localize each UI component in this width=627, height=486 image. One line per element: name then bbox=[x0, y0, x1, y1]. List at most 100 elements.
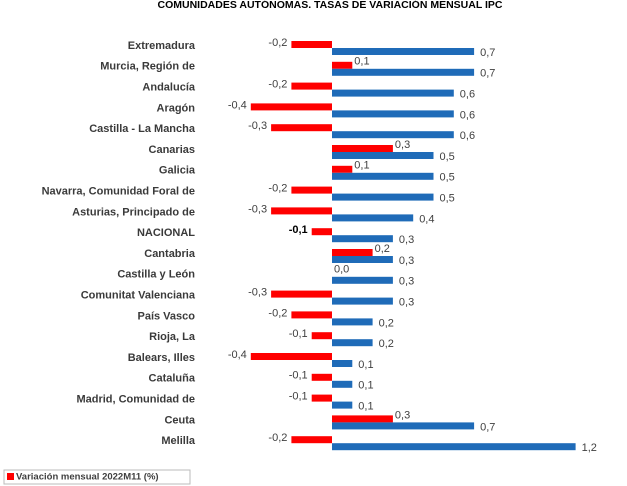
bar bbox=[332, 165, 353, 173]
bar bbox=[311, 394, 332, 402]
category-label: País Vasco bbox=[138, 310, 196, 322]
bar bbox=[332, 339, 373, 347]
category-label: Ceuta bbox=[164, 414, 195, 426]
bar bbox=[332, 214, 414, 222]
value-label: -0,2 bbox=[268, 432, 287, 444]
value-label: -0,1 bbox=[289, 328, 308, 340]
value-label: -0,1 bbox=[289, 391, 308, 403]
value-label: 0,3 bbox=[399, 297, 414, 309]
legend-box bbox=[3, 469, 191, 485]
category-label: Andalucía bbox=[142, 82, 195, 94]
value-label: 0,3 bbox=[395, 409, 410, 421]
value-label: 0,1 bbox=[358, 401, 373, 413]
category-label: Murcia, Región de bbox=[100, 61, 195, 73]
value-label: 0,5 bbox=[440, 193, 455, 205]
bar bbox=[332, 380, 353, 388]
bar bbox=[311, 332, 332, 340]
value-label: 0,2 bbox=[375, 243, 390, 255]
value-label: -0,3 bbox=[248, 203, 267, 215]
bar bbox=[332, 422, 475, 430]
bar bbox=[332, 152, 434, 159]
value-label: 0,1 bbox=[358, 380, 373, 392]
bar bbox=[332, 318, 373, 326]
value-label: 0,2 bbox=[379, 338, 394, 350]
bar bbox=[291, 311, 332, 319]
bar bbox=[291, 41, 332, 48]
bar bbox=[332, 145, 393, 152]
category-label: Castilla - La Mancha bbox=[89, 123, 196, 135]
bar bbox=[271, 124, 332, 132]
category-label: Aragón bbox=[157, 102, 196, 114]
value-label: 0,1 bbox=[354, 160, 369, 172]
value-label: -0,1 bbox=[289, 224, 308, 236]
bar bbox=[332, 131, 454, 139]
category-label: Comunitat Valenciana bbox=[81, 290, 196, 302]
bar bbox=[332, 235, 393, 243]
category-label: Melilla bbox=[161, 435, 196, 447]
value-label: 0,1 bbox=[354, 56, 369, 68]
legend-swatch bbox=[7, 473, 14, 480]
category-label: Castilla y León bbox=[117, 269, 195, 281]
value-label: 0,3 bbox=[399, 255, 414, 267]
value-label: 0,3 bbox=[399, 234, 414, 246]
bar bbox=[332, 276, 393, 284]
bar bbox=[332, 443, 576, 451]
bar bbox=[332, 256, 393, 263]
bar bbox=[332, 68, 475, 76]
bar bbox=[332, 61, 353, 69]
value-label: -0,4 bbox=[228, 349, 247, 361]
value-label: 0,7 bbox=[480, 47, 495, 59]
value-label: 0,2 bbox=[379, 317, 394, 329]
value-label: -0,3 bbox=[248, 120, 267, 132]
category-label: Asturias, Principado de bbox=[72, 206, 195, 218]
value-label: -0,2 bbox=[268, 79, 287, 91]
value-label: 1,2 bbox=[582, 442, 597, 454]
value-label: 0,1 bbox=[358, 359, 373, 371]
category-label: Canarias bbox=[149, 144, 195, 156]
value-label: -0,1 bbox=[289, 370, 308, 382]
bar bbox=[332, 360, 353, 367]
bar bbox=[250, 103, 332, 111]
bar bbox=[271, 290, 332, 298]
category-label: Navarra, Comunidad Foral de bbox=[42, 186, 195, 198]
value-label: 0,5 bbox=[440, 172, 455, 184]
bar bbox=[332, 193, 434, 201]
value-label: 0,3 bbox=[395, 139, 410, 151]
bar bbox=[332, 172, 434, 180]
bar bbox=[332, 401, 353, 409]
bar bbox=[291, 186, 332, 194]
bar bbox=[291, 436, 332, 444]
category-label: Extremadura bbox=[128, 40, 196, 52]
value-label: -0,2 bbox=[268, 183, 287, 195]
value-label: 0,6 bbox=[460, 130, 475, 142]
bar bbox=[271, 207, 332, 215]
category-label: Cataluña bbox=[149, 373, 196, 385]
value-label: 0,3 bbox=[399, 276, 414, 288]
bar bbox=[332, 415, 393, 423]
category-label: Galicia bbox=[159, 165, 196, 177]
category-label: Cantabria bbox=[144, 248, 196, 260]
bar bbox=[332, 110, 454, 118]
bar bbox=[332, 249, 373, 256]
value-label: 0,0 bbox=[334, 264, 349, 276]
value-label: -0,3 bbox=[248, 287, 267, 299]
bar bbox=[332, 89, 454, 97]
bar bbox=[311, 228, 332, 236]
value-label: 0,6 bbox=[460, 89, 475, 101]
category-label: Madrid, Comunidad de bbox=[76, 394, 195, 406]
value-label: -0,2 bbox=[268, 307, 287, 319]
legend-label: Variación mensual 2022M11 (%) bbox=[16, 472, 159, 483]
bar bbox=[311, 373, 332, 381]
category-label: Rioja, La bbox=[149, 331, 196, 343]
value-label: 0,4 bbox=[419, 213, 434, 225]
value-label: 0,5 bbox=[440, 151, 455, 163]
value-label: 0,7 bbox=[480, 421, 495, 433]
category-label: Balears, Illes bbox=[128, 352, 195, 364]
bar bbox=[332, 48, 475, 55]
bar bbox=[332, 297, 393, 305]
category-label: NACIONAL bbox=[137, 227, 195, 239]
value-label: -0,2 bbox=[268, 37, 287, 49]
value-label: 0,7 bbox=[480, 68, 495, 80]
chart-title: COMUNIDADES AUTÓNOMAS. TASAS DE VARIACIÓ… bbox=[158, 0, 503, 11]
